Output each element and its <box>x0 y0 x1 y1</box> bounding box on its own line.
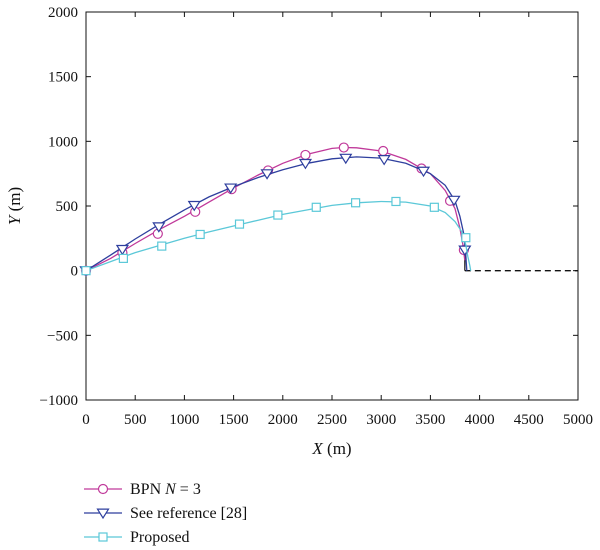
x-tick-label: 4500 <box>514 412 544 428</box>
series-line-reference <box>85 156 468 272</box>
x-tick-label: 5000 <box>563 412 593 428</box>
legend-label-reference: See reference [28] <box>130 505 247 522</box>
y-axis-unit: (m) <box>5 187 24 216</box>
legend-item-reference: See reference [28] <box>84 505 247 522</box>
y-tick-label: 0 <box>71 264 79 280</box>
series-proposed <box>81 196 472 276</box>
legend-item-proposed: Proposed <box>84 529 190 546</box>
x-tick-label: 3500 <box>415 412 445 428</box>
legend-marker-reference <box>96 508 110 520</box>
x-axis-label: X (m) <box>311 439 351 458</box>
data-point-proposed <box>311 202 321 212</box>
data-point-reference <box>298 158 313 170</box>
data-point-proposed <box>351 198 361 208</box>
data-point-reference <box>115 244 129 256</box>
legend-bpn-suffix: = 3 <box>176 481 201 498</box>
legend-bpn-n: N <box>164 481 177 498</box>
y-axis-label: Y (m) <box>5 187 24 225</box>
x-tick-label: 3000 <box>366 412 396 428</box>
y-tick-label: −1000 <box>40 393 78 409</box>
legend: BPN N = 3 See reference [28] Proposed <box>84 481 247 546</box>
x-axis-var: X <box>311 439 323 458</box>
x-tick-label: 2000 <box>268 412 298 428</box>
data-point-reference <box>187 200 201 212</box>
legend-label-bpn: BPN N = 3 <box>130 481 201 498</box>
data-point-proposed <box>195 229 205 240</box>
data-point-proposed <box>234 219 245 229</box>
data-point-proposed <box>461 233 471 243</box>
data-point-proposed <box>391 196 401 207</box>
legend-item-bpn: BPN N = 3 <box>84 481 201 498</box>
data-point-bpn <box>378 145 389 157</box>
data-point-reference <box>152 222 166 233</box>
x-tick-label: 0 <box>82 412 90 428</box>
x-tick-label: 1000 <box>169 412 199 428</box>
y-axis-var: Y <box>5 214 24 225</box>
data-point-bpn <box>338 142 349 153</box>
data-point-reference <box>416 166 431 178</box>
data-point-reference <box>339 153 353 165</box>
data-point-reference <box>224 183 238 194</box>
data-point-reference <box>377 154 391 166</box>
legend-label-proposed: Proposed <box>130 529 190 546</box>
data-point-reference <box>458 245 472 257</box>
x-axis-unit: (m) <box>323 439 352 458</box>
series-line-bpn <box>85 146 466 272</box>
x-tick-label: 4000 <box>465 412 495 428</box>
data-point-bpn <box>300 149 311 161</box>
y-tick-label: 1000 <box>48 134 78 150</box>
series-reference <box>79 153 472 277</box>
legend-marker-bpn <box>97 483 109 495</box>
x-tick-label: 1500 <box>219 412 249 428</box>
series-group <box>79 142 578 277</box>
data-point-proposed <box>81 266 91 276</box>
data-point-proposed <box>118 253 128 263</box>
legend-marker-proposed <box>98 532 108 542</box>
legend-bpn-prefix: BPN <box>130 481 165 498</box>
data-point-proposed <box>157 241 167 251</box>
data-point-reference <box>447 195 461 207</box>
y-tick-label: 500 <box>56 199 79 215</box>
y-tick-label: 1500 <box>48 70 78 86</box>
data-point-reference <box>260 169 274 180</box>
data-point-proposed <box>273 210 283 220</box>
y-tick-label: 2000 <box>48 5 78 21</box>
data-point-proposed <box>429 202 439 212</box>
x-tick-label: 2500 <box>317 412 347 428</box>
y-tick-label: −500 <box>47 328 78 344</box>
series-bpn <box>80 142 469 276</box>
tick-group: 0 500 1000 1500 2000 2500 3000 3500 4000 4500 5000… <box>40 5 593 428</box>
x-tick-label: 500 <box>124 412 147 428</box>
